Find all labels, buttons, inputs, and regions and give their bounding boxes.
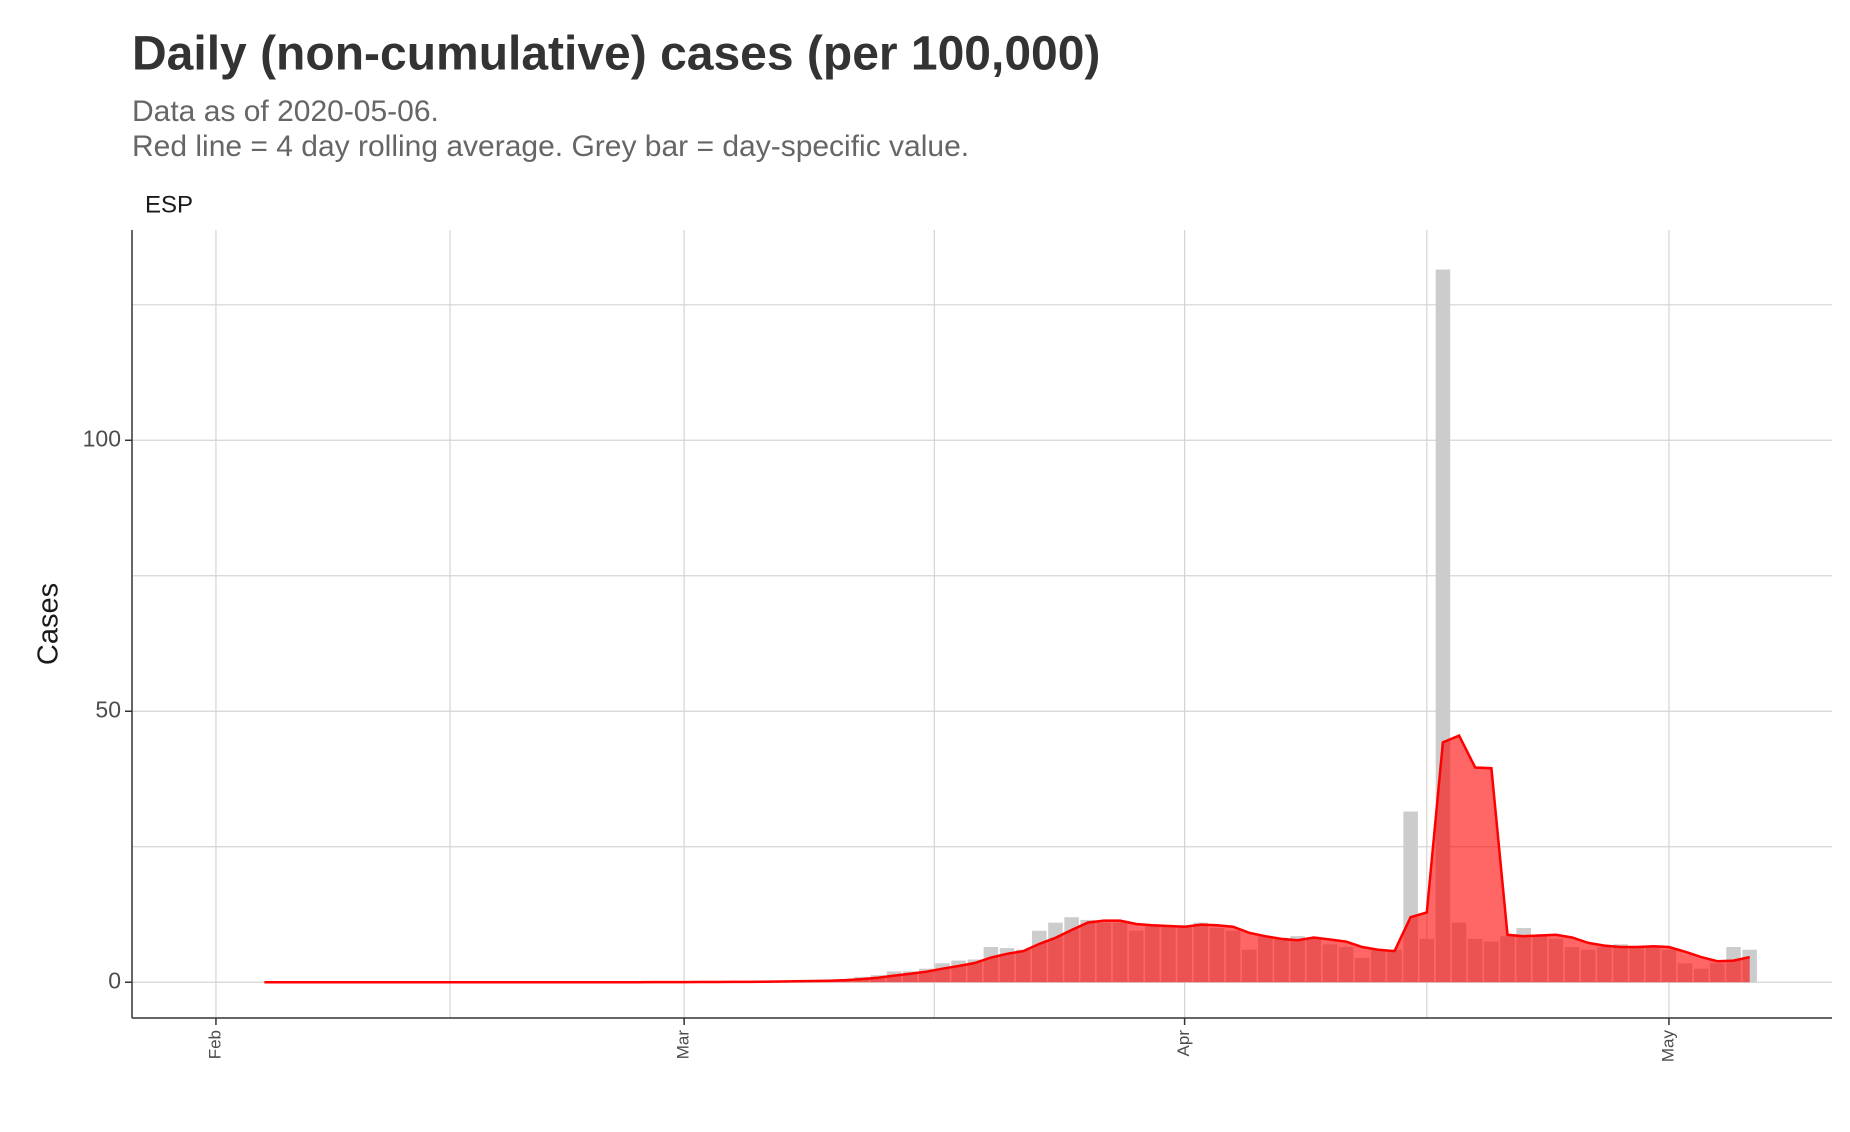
y-tick-label: 0 xyxy=(108,967,121,993)
x-tick-label: Mar xyxy=(674,1030,693,1060)
chart-subtitle: Data as of 2020-05-06. xyxy=(132,95,439,128)
chart-subtitle: Red line = 4 day rolling average. Grey b… xyxy=(132,130,969,163)
line xyxy=(264,733,1750,984)
x-tick-label: Apr xyxy=(1174,1030,1193,1057)
x-tick-label: May xyxy=(1658,1030,1677,1063)
panel-label: ESP xyxy=(145,191,193,218)
area-fill xyxy=(264,735,1750,983)
x-tick-label: Feb xyxy=(205,1030,224,1059)
y-axis-label: Cases xyxy=(33,583,65,665)
y-tick-label: 50 xyxy=(95,696,121,722)
y-tick-label: 100 xyxy=(83,425,121,451)
chart-title: Daily (non-cumulative) cases (per 100,00… xyxy=(132,28,1100,81)
